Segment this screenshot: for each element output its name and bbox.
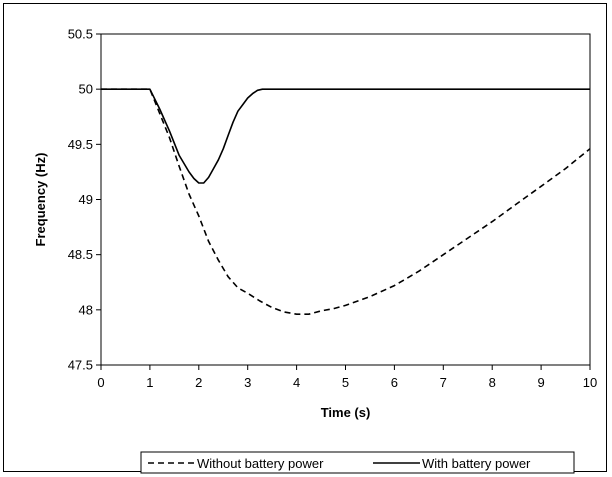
- x-tick-label: 10: [583, 375, 597, 390]
- series-layer: [101, 88, 591, 316]
- x-tick-label: 5: [342, 375, 349, 390]
- x-tick-label: 4: [293, 375, 300, 390]
- y-tick-label: 50.5: [68, 27, 93, 42]
- legend-box: [140, 451, 575, 474]
- series-line-with-battery: [101, 88, 590, 184]
- y-tick-label: 49.5: [68, 137, 93, 152]
- legend-label-with-battery: With battery power: [422, 456, 531, 471]
- x-axis-label: Time (s): [321, 405, 371, 420]
- x-tick-label: 1: [146, 375, 153, 390]
- x-tick-label: 0: [97, 375, 104, 390]
- legend: Without battery power With battery power: [140, 451, 575, 474]
- x-axis-ticks: 0 1 2 3 4 5 6 7 8 9 10: [97, 365, 597, 390]
- plot-area: [100, 33, 591, 366]
- legend-label-without-battery: Without battery power: [197, 456, 324, 471]
- x-tick-label: 9: [537, 375, 544, 390]
- y-tick-label: 48.5: [68, 247, 93, 262]
- y-tick-label: 47.5: [68, 358, 93, 373]
- y-tick-label: 50: [79, 82, 93, 97]
- series-line-without-battery: [101, 88, 591, 316]
- x-tick-label: 8: [489, 375, 496, 390]
- y-axis-label: Frequency (Hz): [33, 153, 48, 247]
- x-tick-label: 6: [391, 375, 398, 390]
- x-tick-label: 7: [440, 375, 447, 390]
- y-tick-label: 48: [79, 302, 93, 317]
- x-tick-label: 2: [195, 375, 202, 390]
- x-tick-label: 3: [244, 375, 251, 390]
- y-axis-ticks: 47.5 48 48.5 49 49.5 50 50.5: [68, 27, 101, 373]
- y-tick-label: 49: [79, 192, 93, 207]
